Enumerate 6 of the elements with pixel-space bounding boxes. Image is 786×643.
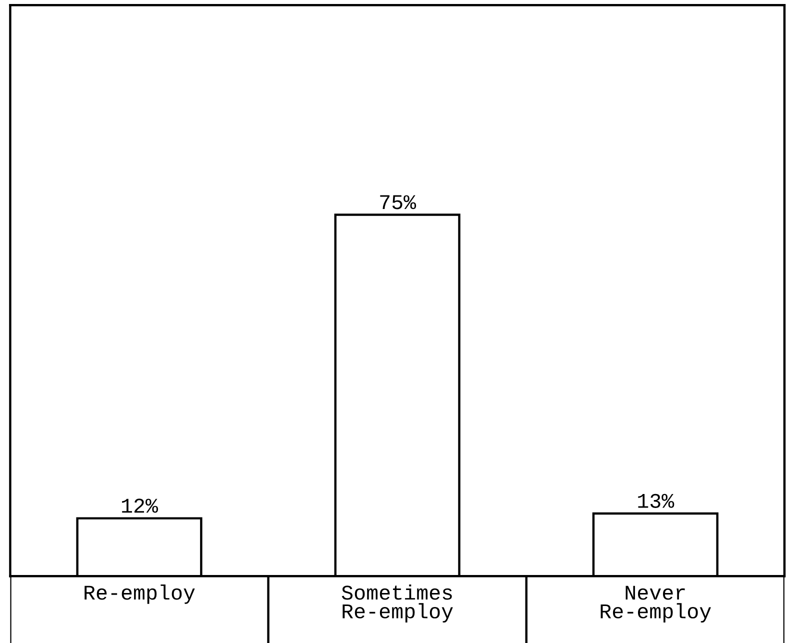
data-label: 13%	[638, 494, 674, 508]
x-tick-label: Never Re-employ	[600, 586, 711, 623]
data-label: 75%	[380, 195, 416, 210]
x-tick-label: Re-employ	[84, 584, 195, 604]
x-tick-label: Sometimes Re-employ	[342, 584, 453, 623]
data-label: 12%	[122, 498, 158, 513]
